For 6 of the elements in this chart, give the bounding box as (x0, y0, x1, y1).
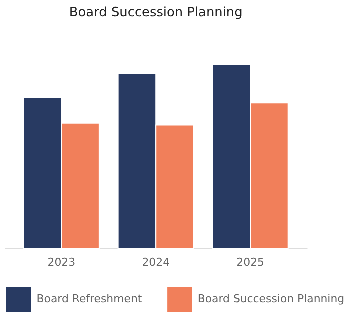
legend-label: Board Succession Planning (198, 292, 345, 306)
x-tick-label: 2024 (142, 256, 170, 269)
legend-label: Board Refreshment (36, 292, 143, 306)
chart-title: Board Succession Planning (69, 5, 243, 20)
x-tick-label: 2023 (48, 256, 76, 269)
x-tick-label: 2025 (236, 256, 264, 269)
